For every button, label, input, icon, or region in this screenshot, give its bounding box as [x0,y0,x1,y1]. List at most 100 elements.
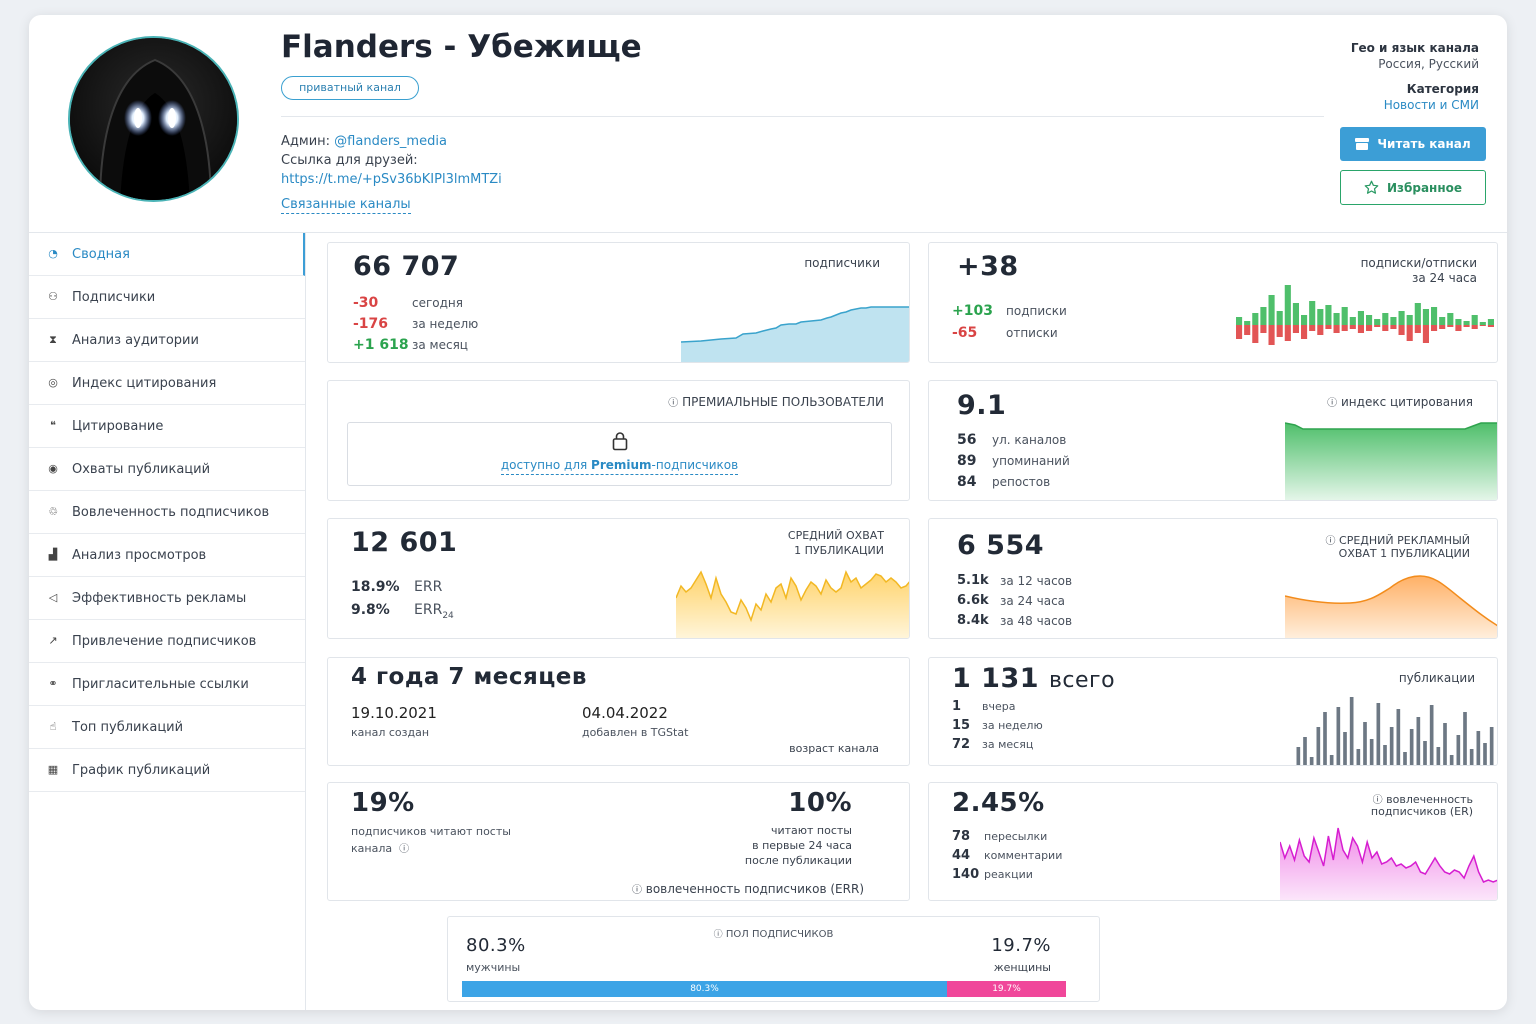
readers-right-label1: читают посты [770,824,852,837]
readers-right-label3: после публикации [744,854,852,867]
posts-bar [1356,749,1361,765]
posts-bar [1436,747,1441,765]
sidebar-item-ads[interactable]: ◁ Эффективность рекламы [29,577,305,620]
posts-bar [1423,741,1427,765]
ad-reach-12h-label: за 12 часов [1000,574,1073,588]
sidebar-item-invite-links[interactable]: ⚭ Пригласительные ссылки [29,663,305,706]
sidebar-item-citation[interactable]: ❝ Цитирование [29,405,305,448]
info-icon: ⓘ [713,930,723,940]
subs-bar [1382,313,1389,325]
subscribers-sparkline [681,306,909,362]
daily-subs-card[interactable]: +38 подписки/отписки за 24 часа +103 под… [928,242,1498,363]
sidebar-item-citation-index[interactable]: ◎ Индекс цитирования [29,362,305,405]
premium-text-bold: Premium [591,458,652,472]
favorite-button[interactable]: Избранное [1340,170,1486,205]
posts-bar [1369,739,1374,765]
posts-bar [1483,743,1487,765]
engagement-card[interactable]: 2.45% ⓘ вовлеченность подписчиков (ER) 7… [928,782,1498,901]
ad-reach-sparkline [1285,575,1497,638]
unsubs-bar [1252,325,1259,343]
eye-icon: ◉ [48,462,58,475]
reach-card[interactable]: 12 601 СРЕДНИЙ ОХВАТ 1 ПУБЛИКАЦИИ 18.9% … [327,518,910,639]
quote-icon: ❝ [50,419,56,432]
subs-bar [1479,322,1486,325]
unsubs-bar [1244,325,1251,335]
unsubs-bar [1268,325,1275,345]
posts-bar [1349,697,1354,765]
sidebar-item-label: Вовлеченность подписчиков [72,504,270,520]
posts-bar [1383,745,1387,765]
subs-bar [1292,303,1299,325]
sidebar-item-subscribers[interactable]: ⚇ Подписчики [29,276,305,319]
megaphone-icon: ◁ [48,591,58,604]
engagement-title: вовлеченность [1386,793,1473,806]
subs-bar [1366,315,1373,325]
subs-bar [1268,295,1275,325]
posts-week-value: 15 [952,718,971,733]
private-channel-badge: приватный канал [281,76,419,100]
unsubs-bar [1341,325,1348,331]
citation-card[interactable]: 9.1 ⓘ индекс цитирования 56 ул. каналов … [928,380,1498,501]
readers-right-value: 10% [788,788,852,818]
subscribers-card[interactable]: 66 707 подписчики -30 сегодня -176 за не… [327,242,910,363]
subs-bar [1284,285,1291,325]
sidebar-item-audience[interactable]: ⧗ Анализ аудитории [29,319,305,362]
daily-subtitle: за 24 часа [1411,271,1477,285]
citation-index-icon: ◎ [48,376,58,389]
admin-row: Админ: @flanders_media [281,134,447,149]
sidebar-item-acquisition[interactable]: ↗ Привлечение подписчиков [29,620,305,663]
info-icon[interactable]: ⓘ [399,844,410,855]
unsubs-bar [1398,325,1405,335]
posts-bar [1463,712,1467,765]
posts-bar [1449,755,1454,765]
unsubs-bar [1284,325,1291,341]
friends-link[interactable]: https://t.me/+pSv36bKIPl3lmMTZi [281,172,502,187]
subs-bar [1244,321,1251,325]
sidebar-item-views[interactable]: ▟ Анализ просмотров [29,534,305,577]
readers-left-value: 19% [351,788,415,818]
sidebar-item-reach[interactable]: ◉ Охваты публикаций [29,448,305,491]
posts-total: 1 131 [952,663,1040,694]
unsubs-bar [1471,325,1478,329]
link-icon: ⚭ [48,677,58,690]
err24-sub: 24 [442,610,454,621]
sidebar-item-summary[interactable]: ◔ Сводная [29,233,305,276]
ad-reach-value: 6 554 [957,530,1045,561]
subs-bar [1431,307,1438,325]
sidebar-item-label: Охваты публикаций [72,461,211,477]
related-channels-link[interactable]: Связанные каналы [281,197,411,214]
premium-link[interactable]: доступно для Premium-подписчиков [348,458,891,475]
sidebar-item-engagement[interactable]: ♲ Вовлеченность подписчиков [29,491,305,534]
unsubs-bar [1406,325,1413,341]
lock-icon [612,432,628,451]
subs-bar [1439,317,1446,325]
reach-subtitle: 1 ПУБЛИКАЦИИ [794,544,884,557]
sidebar-item-label: Индекс цитирования [72,375,217,391]
category-link[interactable]: Новости и СМИ [1383,98,1479,112]
subs-bar [1357,311,1364,325]
subs-bar [1487,319,1494,325]
readers-left-label: подписчиков читают посты [351,825,511,838]
posts-bar-chart [1296,697,1494,765]
subs-bar [1252,313,1259,325]
read-channel-button[interactable]: Читать канал [1340,127,1486,161]
subs-bar [1398,311,1405,325]
engagement-icon: ♲ [48,505,58,518]
info-icon: ⓘ [1327,398,1338,409]
male-bar: 80.3% [462,981,947,997]
subscribers-label: подписчики [804,256,880,270]
female-value: 19.7% [991,935,1051,956]
channel-page: Flanders - Убежище приватный канал Админ… [29,15,1507,1010]
unsubs-bar [1309,325,1316,331]
admin-link[interactable]: @flanders_media [334,134,447,149]
sidebar-item-top-posts[interactable]: ☝ Топ публикаций [29,706,305,749]
citation-reposts-value: 84 [957,474,977,490]
ad-reach-card[interactable]: 6 554 ⓘ СРЕДНИЙ РЕКЛАМНЫЙ ОХВАТ 1 ПУБЛИК… [928,518,1498,639]
ad-reach-48h-label: за 48 часов [1000,614,1073,628]
sidebar-item-label: Сводная [72,246,130,262]
posts-card[interactable]: 1 131 всего публикации 1 вчера 15 за нед… [928,657,1498,766]
posts-bar [1389,727,1394,765]
sidebar-item-schedule[interactable]: ▦ График публикаций [29,749,305,792]
trend-up-icon: ↗ [48,634,58,647]
premium-lock-box[interactable]: доступно для Premium-подписчиков [347,422,892,486]
